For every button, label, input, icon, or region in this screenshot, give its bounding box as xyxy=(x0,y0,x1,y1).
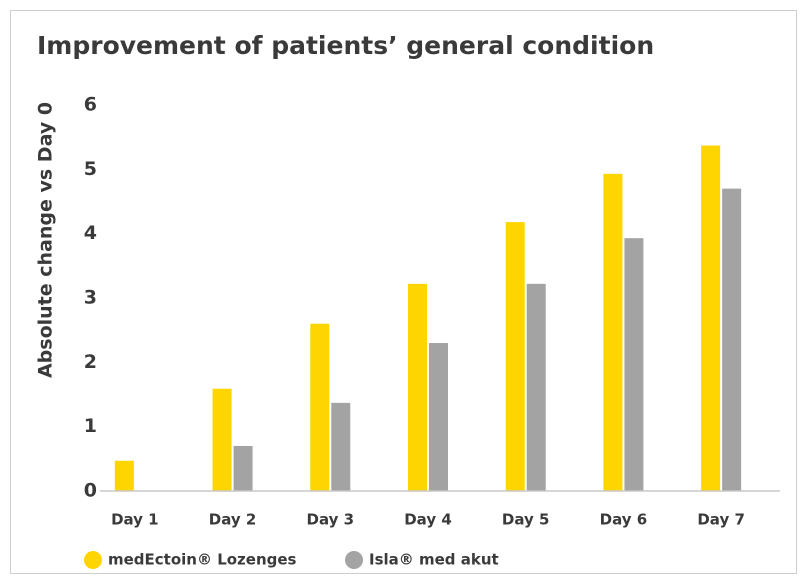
bar xyxy=(429,343,448,491)
legend-label: medEctoin® Lozenges xyxy=(108,551,297,569)
bar xyxy=(408,283,427,491)
bar xyxy=(310,323,330,491)
y-tick-label: 3 xyxy=(84,287,97,309)
legend-swatch xyxy=(345,551,363,569)
bar xyxy=(526,283,546,491)
bar xyxy=(722,188,742,491)
legend-swatch xyxy=(84,551,102,569)
y-tick-label: 2 xyxy=(84,351,97,373)
x-tick-label: Day 5 xyxy=(502,511,550,529)
chart-title: Improvement of patients’ general conditi… xyxy=(37,31,654,60)
x-tick-label: Day 4 xyxy=(404,511,452,529)
bar xyxy=(603,173,623,491)
bar xyxy=(233,445,253,491)
bar xyxy=(505,222,525,491)
x-tick-label: Day 6 xyxy=(600,511,648,529)
x-tick-label: Day 1 xyxy=(111,511,159,529)
x-tick-label: Day 3 xyxy=(307,511,355,529)
x-tick-label: Day 2 xyxy=(209,511,257,529)
bar xyxy=(624,238,644,491)
chart-frame xyxy=(10,10,797,574)
y-tick-label: 4 xyxy=(84,222,97,244)
y-tick-label: 6 xyxy=(84,94,97,116)
bar xyxy=(212,388,232,491)
x-tick-label: Day 7 xyxy=(697,511,745,529)
legend-label: Isla® med akut xyxy=(369,551,499,569)
y-tick-label: 5 xyxy=(84,158,97,180)
y-tick-label: 1 xyxy=(84,415,97,437)
bar xyxy=(701,145,721,491)
bar xyxy=(114,460,134,491)
y-axis-label: Absolute change vs Day 0 xyxy=(35,102,57,378)
y-tick-label: 0 xyxy=(84,480,97,502)
bar xyxy=(331,402,351,491)
